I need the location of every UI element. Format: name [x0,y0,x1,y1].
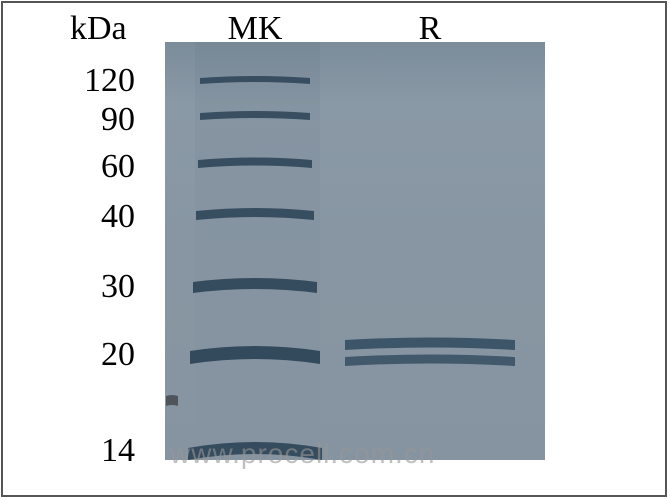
sample-lane-bands [0,0,670,500]
gel-image-container: kDa MK R 120 90 60 40 30 20 14 w [0,0,670,500]
watermark-text: www.procell.com.cn [170,438,435,470]
